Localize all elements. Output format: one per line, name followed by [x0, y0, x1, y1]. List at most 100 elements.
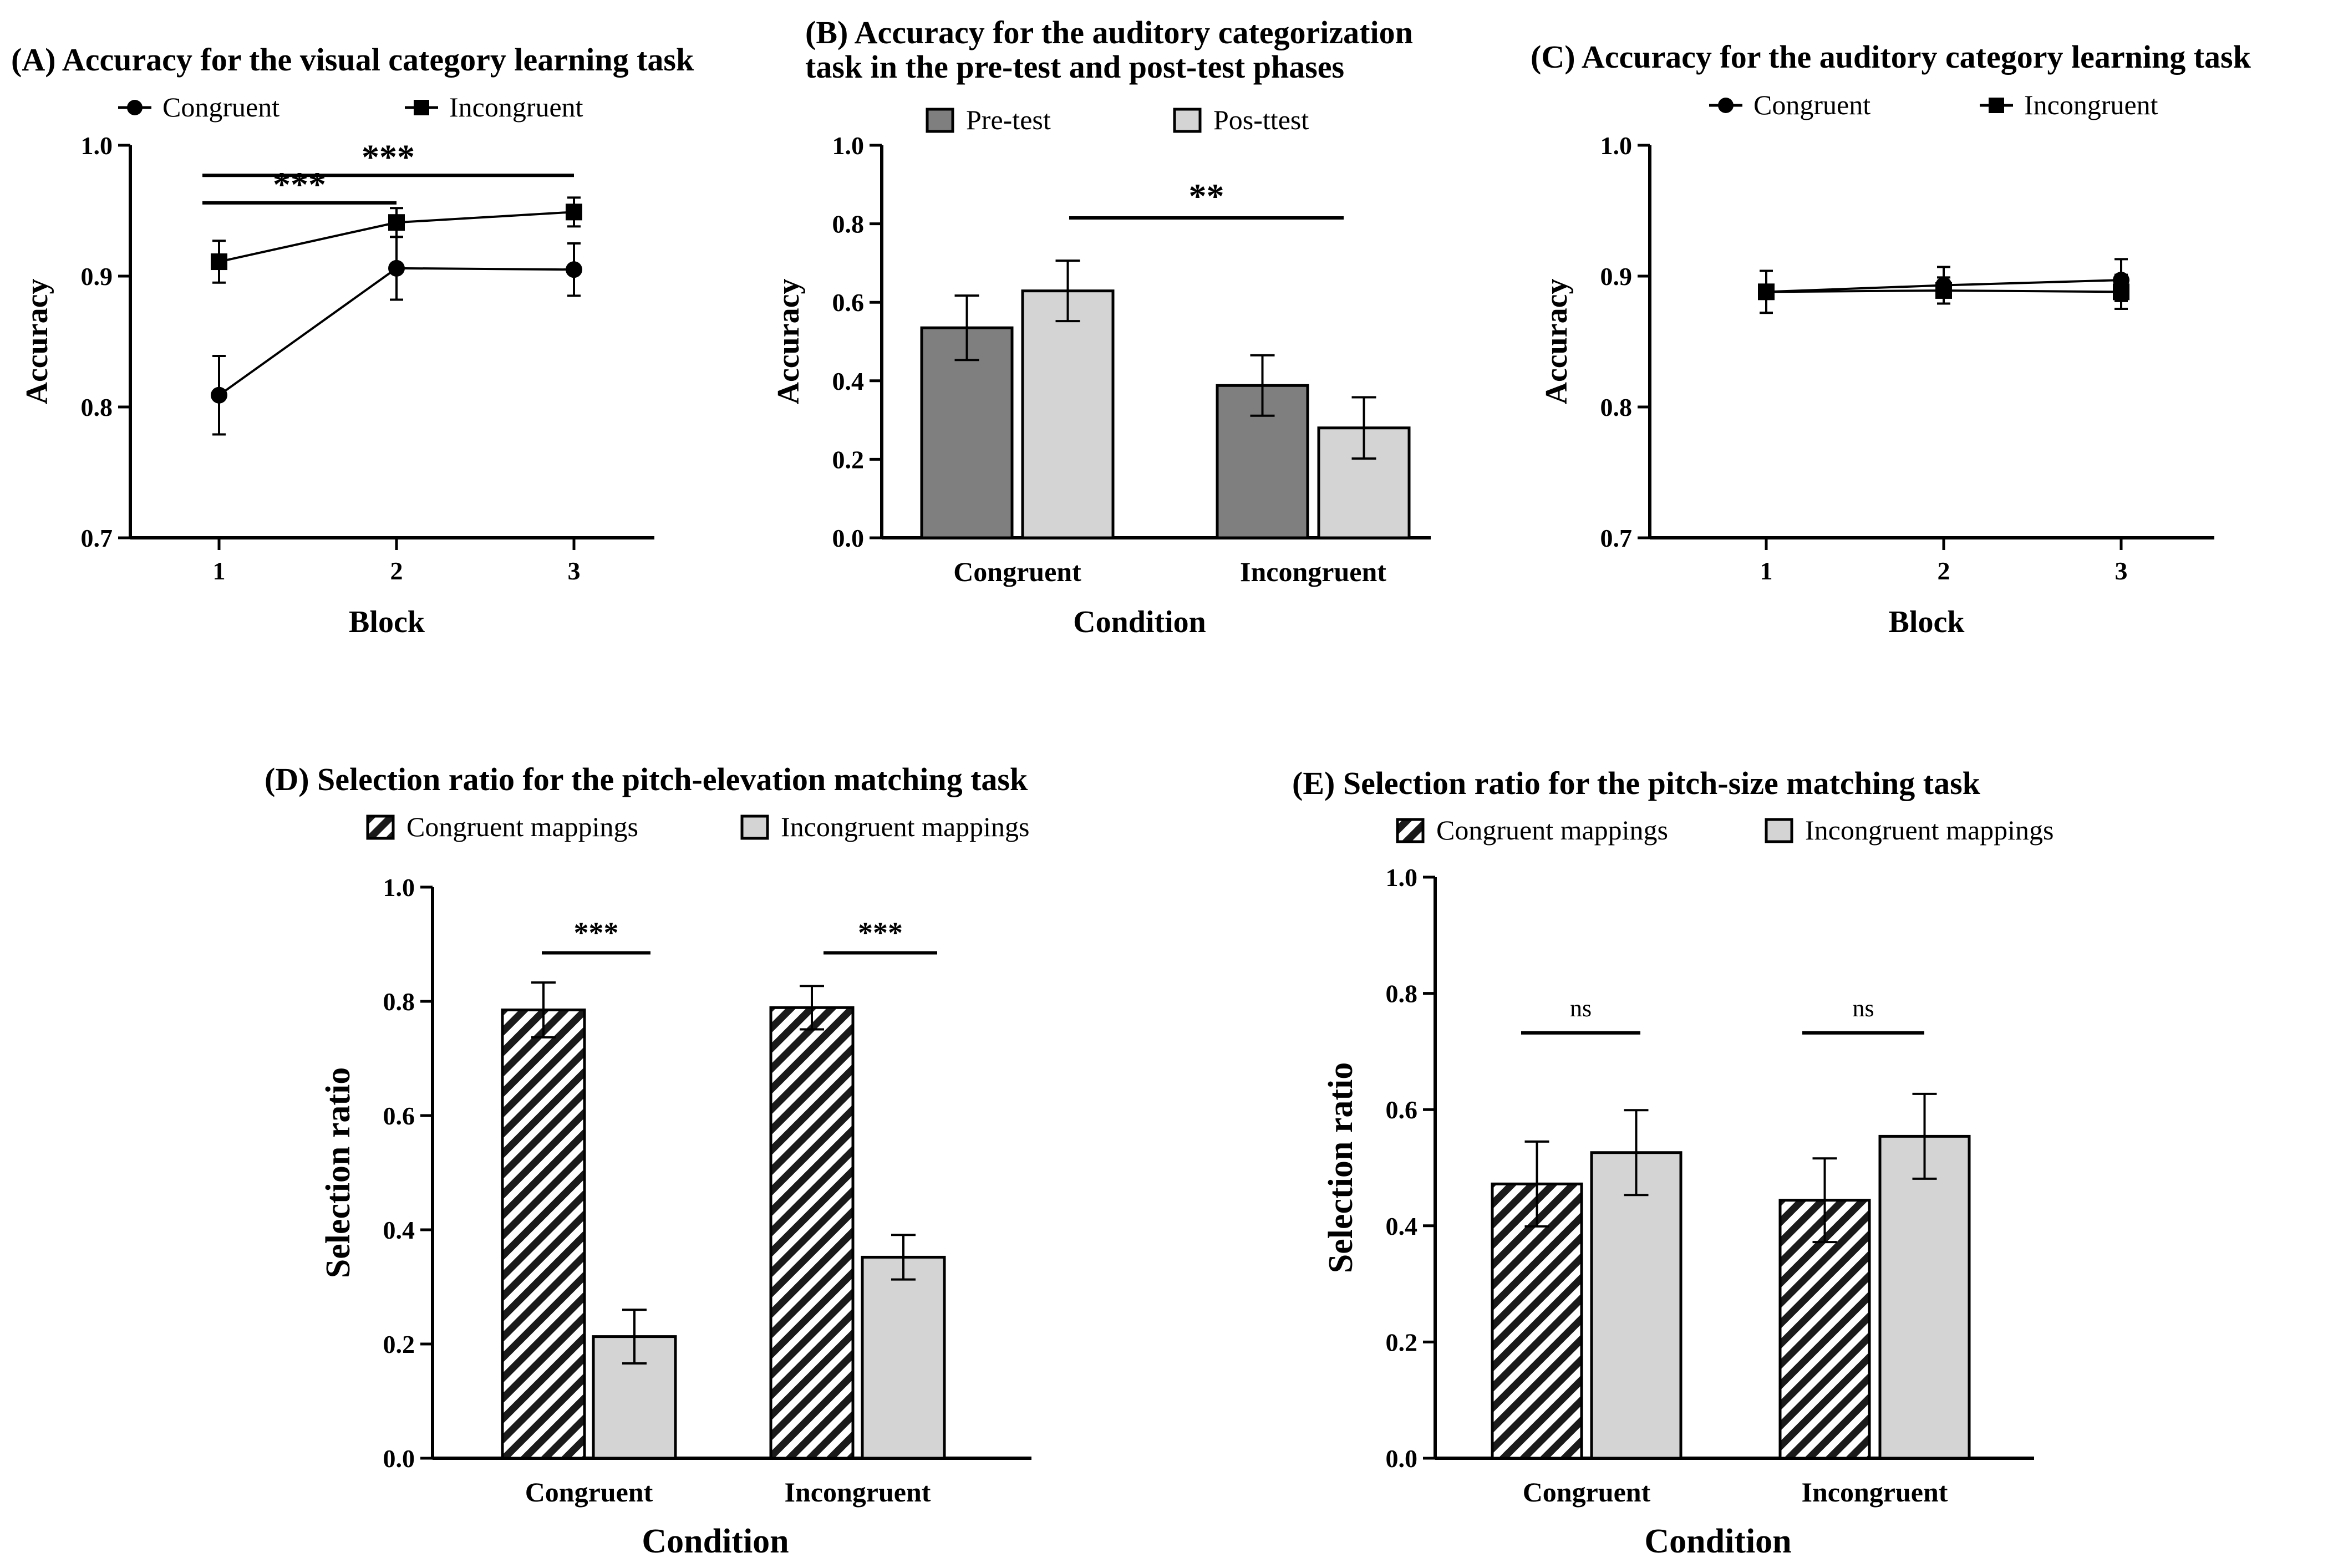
- bar-congruent-mappings: [1778, 1199, 1871, 1460]
- x-category-label: Incongruent: [785, 1477, 931, 1508]
- legend-swatch: [740, 814, 769, 840]
- legend-square-marker: [414, 100, 429, 115]
- bar-pos-ttest: [1021, 289, 1115, 539]
- data-point-square: [388, 214, 405, 231]
- data-point-square: [1758, 283, 1775, 301]
- panel-title: (A) Accuracy for the visual category lea…: [11, 42, 694, 78]
- panel-title: (B) Accuracy for the auditory categoriza…: [805, 14, 1413, 50]
- significance-label: ns: [1570, 995, 1592, 1022]
- x-tick-label: 2: [1938, 557, 1950, 585]
- y-tick-label: 0.8: [1386, 980, 1418, 1008]
- legend-label: Pos-ttest: [1213, 104, 1309, 135]
- y-tick-label: 1.0: [81, 131, 113, 160]
- y-tick-label: 0.8: [81, 393, 113, 421]
- legend-label: Congruent: [162, 91, 279, 123]
- x-axis-label: Condition: [1073, 605, 1206, 639]
- data-point-circle: [388, 259, 405, 277]
- data-point-square: [1935, 282, 1952, 299]
- legend-swatch: [926, 108, 954, 133]
- legend-label: Incongruent mappings: [781, 811, 1030, 842]
- y-tick-label: 1.0: [1386, 863, 1418, 892]
- panel-title: (D) Selection ratio for the pitch-elevat…: [265, 761, 1028, 797]
- y-tick-label: 0.6: [383, 1102, 415, 1130]
- y-tick-label: 0.7: [1600, 524, 1633, 552]
- x-tick-label: 3: [2115, 557, 2128, 585]
- panel-B: (B) Accuracy for the auditory categoriza…: [771, 14, 1431, 639]
- legend-swatch: [1173, 108, 1202, 133]
- y-tick-label: 0.0: [832, 524, 865, 552]
- significance-label: ***: [273, 165, 326, 204]
- bar-congruent-mappings: [1491, 1182, 1583, 1460]
- significance-label: ns: [1852, 995, 1874, 1022]
- y-tick-label: 1.0: [383, 873, 415, 902]
- data-point-square: [566, 203, 582, 221]
- y-axis-label: Selection ratio: [319, 1067, 357, 1279]
- y-tick-label: 0.6: [832, 288, 865, 317]
- data-point-circle: [211, 386, 227, 404]
- x-axis-label: Condition: [642, 1523, 789, 1560]
- legend-label: Incongruent: [449, 91, 583, 123]
- y-tick-label: 0.9: [1600, 262, 1633, 291]
- y-tick-label: 0.0: [1386, 1444, 1418, 1473]
- data-point-square: [211, 253, 227, 271]
- panel-title: (E) Selection ratio for the pitch-size m…: [1292, 765, 1981, 801]
- legend-swatch: [1396, 818, 1425, 843]
- x-tick-label: 3: [568, 557, 581, 585]
- legend-label: Congruent: [1753, 89, 1870, 120]
- y-axis-label: Selection ratio: [1322, 1062, 1360, 1274]
- x-axis-label: Condition: [1644, 1523, 1791, 1560]
- legend-swatch: [366, 814, 395, 840]
- y-tick-label: 0.0: [383, 1444, 415, 1473]
- y-tick-label: 0.2: [832, 445, 865, 474]
- data-point-square: [2113, 283, 2129, 301]
- x-category-label: Congruent: [525, 1477, 653, 1508]
- legend-circle-marker: [127, 100, 143, 115]
- y-tick-label: 0.9: [81, 262, 113, 291]
- y-tick-label: 0.2: [1386, 1328, 1418, 1356]
- data-point-circle: [566, 261, 582, 278]
- y-tick-label: 0.4: [832, 367, 865, 395]
- x-category-label: Congruent: [953, 556, 1081, 587]
- legend-label: Incongruent mappings: [1805, 814, 2054, 846]
- significance-label: ***: [858, 916, 903, 949]
- x-tick-label: 1: [213, 557, 226, 585]
- x-axis-label: Block: [349, 605, 425, 639]
- x-tick-label: 1: [1760, 557, 1773, 585]
- significance-label: ***: [574, 916, 619, 949]
- significance-label: **: [1189, 176, 1224, 216]
- bar-incongruent-mappings: [861, 1255, 946, 1460]
- legend-square-marker: [1989, 98, 2004, 113]
- panel-E: (E) Selection ratio for the pitch-size m…: [1292, 765, 2054, 1560]
- panel-A: (A) Accuracy for the visual category lea…: [11, 42, 694, 639]
- y-tick-label: 0.2: [383, 1330, 415, 1358]
- legend-label: Incongruent: [2024, 89, 2158, 120]
- x-axis-label: Block: [1889, 605, 1965, 639]
- y-tick-label: 0.7: [81, 524, 113, 552]
- bar-congruent-mappings: [501, 1008, 586, 1460]
- panel-D: (D) Selection ratio for the pitch-elevat…: [265, 761, 1031, 1560]
- bar-incongruent-mappings: [1878, 1134, 1971, 1460]
- panel-C: (C) Accuracy for the auditory category l…: [1531, 39, 2251, 639]
- legend-label: Congruent mappings: [1436, 814, 1668, 846]
- panel-title: (C) Accuracy for the auditory category l…: [1531, 39, 2251, 75]
- bar-congruent-mappings: [769, 1006, 855, 1460]
- significance-label: ***: [362, 137, 415, 176]
- legend-swatch: [1765, 818, 1793, 843]
- y-axis-label: Accuracy: [20, 278, 54, 404]
- y-tick-label: 0.4: [1386, 1212, 1418, 1240]
- y-tick-label: 0.4: [383, 1216, 415, 1244]
- panel-title: task in the pre-test and post-test phase…: [805, 49, 1344, 85]
- y-tick-label: 0.6: [1386, 1096, 1418, 1124]
- y-axis-label: Accuracy: [1539, 278, 1574, 404]
- x-category-label: Congruent: [1523, 1477, 1651, 1508]
- y-tick-label: 1.0: [832, 131, 865, 160]
- y-axis-label: Accuracy: [771, 278, 806, 404]
- bar-incongruent-mappings: [1590, 1151, 1683, 1460]
- legend-label: Pre-test: [966, 104, 1051, 135]
- x-tick-label: 2: [390, 557, 403, 585]
- legend-circle-marker: [1718, 98, 1734, 113]
- x-category-label: Incongruent: [1240, 556, 1386, 587]
- legend-label: Congruent mappings: [406, 811, 638, 842]
- y-tick-label: 0.8: [383, 987, 415, 1016]
